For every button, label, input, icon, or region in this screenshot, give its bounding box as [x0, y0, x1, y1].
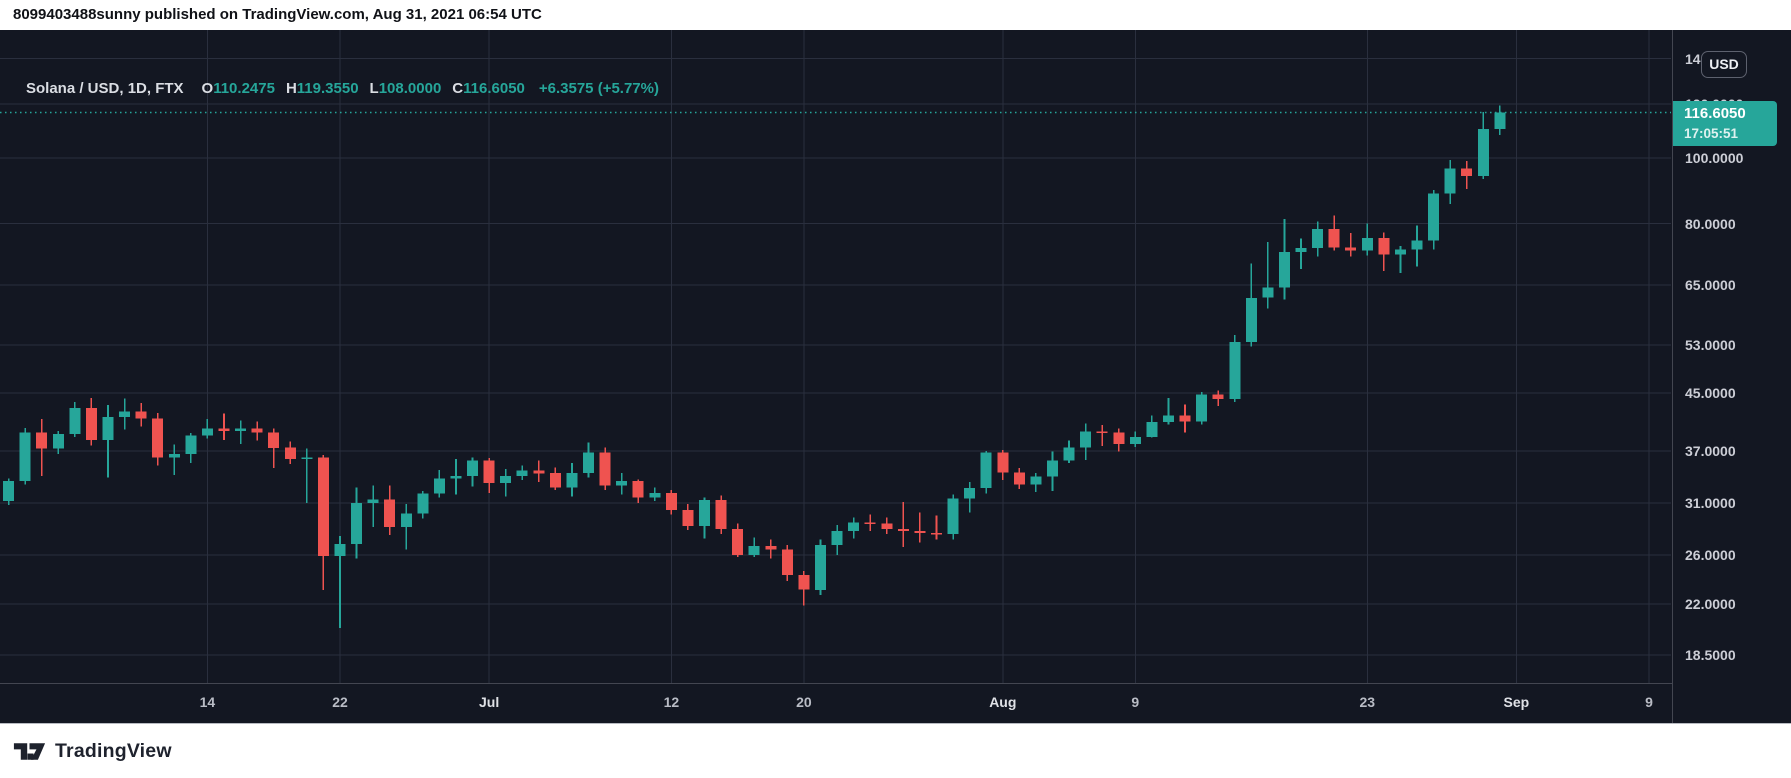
- price-axis-label: 100.0000: [1685, 149, 1744, 166]
- last-price-badge: 116.6050 17:05:51: [1673, 100, 1777, 146]
- time-axis-label: 12: [663, 694, 680, 710]
- time-axis-label: 9: [1131, 694, 1140, 710]
- candlestick-plot[interactable]: [0, 30, 1671, 683]
- low-value: 108.0000: [378, 80, 442, 97]
- price-axis-label: 65.0000: [1685, 276, 1736, 293]
- high-value: 119.3550: [296, 80, 359, 97]
- time-axis-label: 20: [796, 694, 812, 710]
- time-axis-label: 23: [1359, 694, 1376, 710]
- open-value: 110.2475: [213, 80, 275, 97]
- price-axis-label: 37.0000: [1685, 442, 1736, 459]
- time-axis-label: 9: [1645, 694, 1653, 710]
- currency-toggle-button[interactable]: USD: [1701, 51, 1747, 78]
- low-label: L: [369, 80, 379, 97]
- countdown-timer: 17:05:51: [1684, 125, 1739, 141]
- price-axis-label: 31.0000: [1685, 495, 1736, 512]
- symbol-title: Solana / USD, 1D, FTX: [26, 80, 184, 97]
- close-label: C: [452, 80, 464, 97]
- publish-banner: 8099403488sunny published on TradingView…: [0, 0, 1791, 30]
- chart-legend: Solana / USD, 1D, FTX O110.2475 H119.3550 L…: [26, 80, 659, 98]
- price-axis-label: 26.0000: [1685, 546, 1736, 563]
- time-axis-label: Sep: [1503, 694, 1530, 710]
- close-value: 116.6050: [463, 80, 525, 97]
- chart-pane[interactable]: Solana / USD, 1D, FTX O110.2475 H119.3550 L…: [0, 30, 1791, 723]
- time-axis-label: Jul: [478, 694, 500, 710]
- brand-name: TradingView: [55, 739, 172, 762]
- tradingview-logo[interactable]: TradingView: [13, 740, 172, 763]
- change-value: +6.3575 (+5.77%): [538, 80, 659, 97]
- price-axis-label: 45.0000: [1685, 385, 1736, 402]
- price-axis-label: 18.5000: [1685, 647, 1736, 664]
- time-axis-label: Aug: [989, 694, 1017, 710]
- time-axis-label: 22: [332, 694, 348, 710]
- time-axis[interactable]: 14 22 Jul 12 20 Aug 9 23 Sep 9: [0, 683, 1791, 723]
- price-axis-label: 80.0000: [1685, 215, 1736, 232]
- footer: TradingView: [0, 723, 1791, 778]
- tradingview-logo-icon: [13, 742, 46, 760]
- last-price-value: 116.6050: [1684, 104, 1746, 122]
- price-axis-label: 22.0000: [1685, 596, 1736, 613]
- time-axis-label: 14: [199, 694, 216, 710]
- price-axis[interactable]: USD 116.6050 17:05:51 140.0000120.000010…: [1672, 30, 1791, 723]
- open-label: O: [201, 80, 214, 97]
- price-axis-label: 53.0000: [1685, 337, 1736, 353]
- high-label: H: [285, 80, 297, 97]
